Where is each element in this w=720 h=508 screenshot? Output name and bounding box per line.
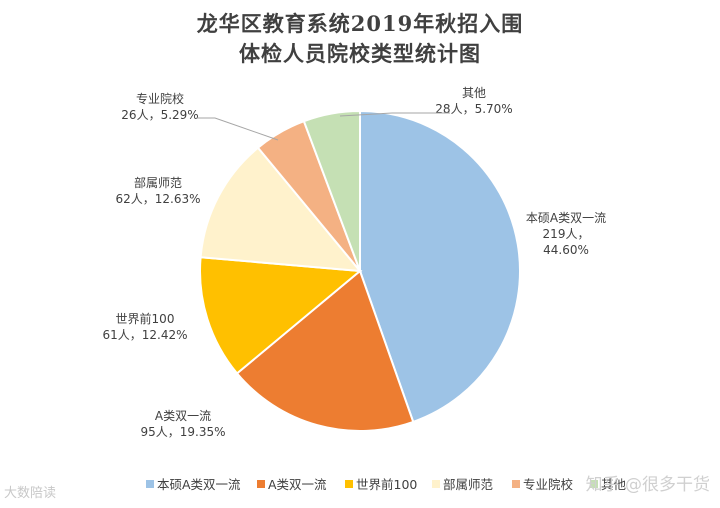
data-label-line: 62人，12.63% <box>115 192 200 206</box>
pie-slice-1 <box>359 109 521 424</box>
legend-swatch-6 <box>590 480 598 488</box>
data-label-6: 其他 28人，5.70% <box>435 86 512 116</box>
data-label-1: 本硕A类双一流 219人， 44.60% <box>526 211 606 257</box>
data-labels: 本硕A类双一流 219人， 44.60% A类双一流 95人，19.35% 世界前100 6… <box>102 86 606 439</box>
legend: 本硕A类双一流 A类双一流 世界前100 部属师范 专业院校 其他 <box>146 477 627 492</box>
legend-swatch-4 <box>432 480 440 488</box>
data-label-line: 26人，5.29% <box>121 108 198 122</box>
data-label-2: A类双一流 95人，19.35% <box>140 409 225 439</box>
watermark-right: 知乎 @很多干货 <box>585 475 710 495</box>
legend-label-6: 其他 <box>601 477 627 492</box>
data-label-line: 部属师范 <box>134 175 182 190</box>
legend-swatch-1 <box>146 480 154 488</box>
data-label-5: 专业院校 26人，5.29% <box>121 91 198 122</box>
leader-line-5 <box>196 117 279 141</box>
pie-slice-6 <box>302 109 361 272</box>
legend-label-5: 专业院校 <box>523 477 574 492</box>
data-label-line: 95人，19.35% <box>140 425 225 439</box>
legend-label-4: 部属师范 <box>443 477 493 492</box>
watermark-left: 大数陪读 <box>4 486 57 501</box>
pie-slice-4 <box>199 146 363 273</box>
legend-label-2: A类双一流 <box>268 477 327 492</box>
data-label-line: 世界前100 <box>116 311 175 326</box>
legend-label-1: 本硕A类双一流 <box>157 477 241 492</box>
pie-slices <box>199 109 521 432</box>
data-label-line: 44.60% <box>543 243 589 257</box>
leader-line-6 <box>339 112 450 117</box>
data-label-3: 世界前100 61人，12.42% <box>102 311 187 342</box>
legend-swatch-5 <box>512 480 520 488</box>
legend-swatch-3 <box>345 480 353 488</box>
data-label-4: 部属师范 62人，12.63% <box>115 175 200 206</box>
data-label-line: 28人，5.70% <box>435 102 512 116</box>
pie-slice-3 <box>199 256 363 375</box>
pie-slice-2 <box>235 269 415 432</box>
legend-label-3: 世界前100 <box>356 477 417 492</box>
data-label-line: 本硕A类双一流 <box>526 211 606 225</box>
data-label-line: 61人，12.42% <box>102 328 187 342</box>
data-label-line: 专业院校 <box>136 91 184 106</box>
data-label-line: 其他 <box>462 86 486 100</box>
data-label-line: A类双一流 <box>155 409 211 423</box>
chart-title-line-1: 龙华区教育系统2019年秋招入围 <box>196 11 524 36</box>
data-label-line: 219人， <box>543 227 590 241</box>
legend-swatch-2 <box>257 480 265 488</box>
chart-title-line-2: 体检人员院校类型统计图 <box>239 41 481 66</box>
